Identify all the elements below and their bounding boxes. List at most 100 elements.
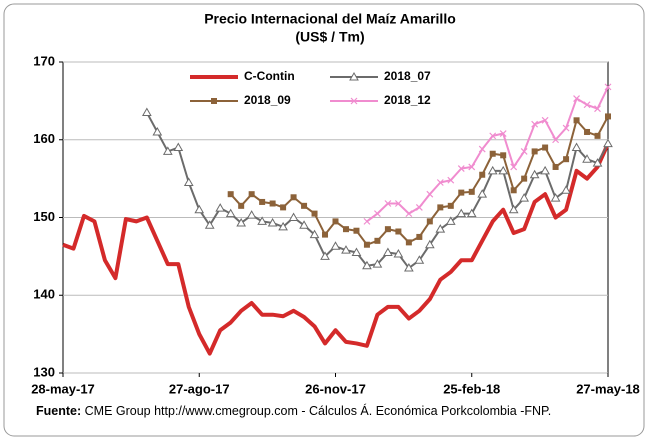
point [500,152,507,159]
point [211,98,217,104]
y-tick-label: 140 [33,287,55,302]
point [529,169,540,179]
point [498,165,509,175]
point [342,226,349,233]
point [552,163,559,170]
point [320,251,330,260]
point [445,216,456,225]
point [478,145,486,153]
point [350,97,358,105]
point [458,189,465,196]
point [405,239,412,246]
legend-item: 2018_12 [330,93,431,107]
point [435,224,446,233]
point [363,217,371,225]
point [363,241,370,248]
x-tick-label: 27-may-18 [576,381,640,396]
point [215,203,226,212]
point [489,132,497,140]
legend-item: 2018_07 [330,69,431,83]
x-tick-label: 25-feb-18 [443,381,500,396]
point [605,113,611,120]
point [457,165,465,172]
point [542,144,549,151]
point [594,105,601,113]
point [552,136,560,144]
point [405,210,413,218]
point [394,200,402,207]
y-tick-label: 170 [33,53,55,68]
chart-subtitle: (US$ / Tm) [295,29,364,45]
y-tick-label: 160 [33,131,55,146]
point [416,233,423,240]
point [383,247,393,256]
point [582,154,592,163]
point [415,203,423,211]
point [584,128,591,135]
legend-label: C-Contin [244,69,295,83]
point [204,220,215,229]
point [561,185,571,194]
x-tick-label: 27-ago-17 [169,381,230,396]
point [468,163,476,171]
point [162,146,173,155]
point [384,200,392,207]
x-tick-label: 26-nov-17 [305,381,366,396]
point [489,150,496,157]
point [436,179,444,186]
point [540,165,550,175]
point [238,202,245,209]
point [592,158,603,167]
point [521,175,528,182]
point [563,156,570,163]
legend-label: 2018_07 [384,69,431,83]
point [393,249,404,258]
point [341,245,351,254]
point [309,229,320,239]
point [280,204,287,211]
point [152,126,163,136]
point [227,191,234,198]
x-tick-label: 28-may-17 [31,381,95,396]
point [487,165,498,175]
point [141,107,152,117]
point [583,101,591,109]
source-label: Fuente: [36,404,82,418]
point [322,231,329,238]
source-text: CME Group http://www.cmegroup.com - Cálc… [84,404,552,418]
point [267,217,278,227]
point [290,194,297,201]
point [541,116,549,124]
point [183,177,194,187]
point [562,124,570,132]
legend-label: 2018_12 [384,93,431,107]
point [531,120,539,128]
point [404,263,414,272]
point [531,148,538,155]
point [510,163,518,171]
y-tick-label: 150 [33,209,55,224]
point [571,142,582,152]
point [573,95,580,102]
point [278,221,288,231]
point [510,187,517,194]
point [332,218,339,225]
point [414,255,425,264]
point [426,218,433,225]
point [456,208,467,218]
point [395,228,402,235]
point [519,193,530,202]
point [259,198,266,205]
point [246,210,257,219]
point [594,132,601,139]
point [225,208,236,218]
point [353,227,360,234]
point [466,208,477,218]
point [424,239,435,249]
point [437,204,444,211]
legend-label: 2018_09 [244,93,291,107]
legend-item: C-Contin [190,69,295,83]
point [468,188,475,195]
